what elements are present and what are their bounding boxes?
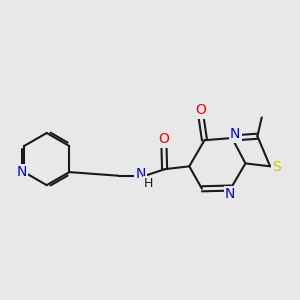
Text: H: H: [144, 177, 153, 190]
Text: N: N: [230, 128, 241, 141]
Text: N: N: [16, 165, 27, 179]
Text: N: N: [225, 187, 236, 201]
Text: N: N: [135, 167, 146, 181]
Text: O: O: [195, 103, 206, 118]
Text: O: O: [158, 133, 169, 146]
Text: S: S: [272, 160, 281, 174]
